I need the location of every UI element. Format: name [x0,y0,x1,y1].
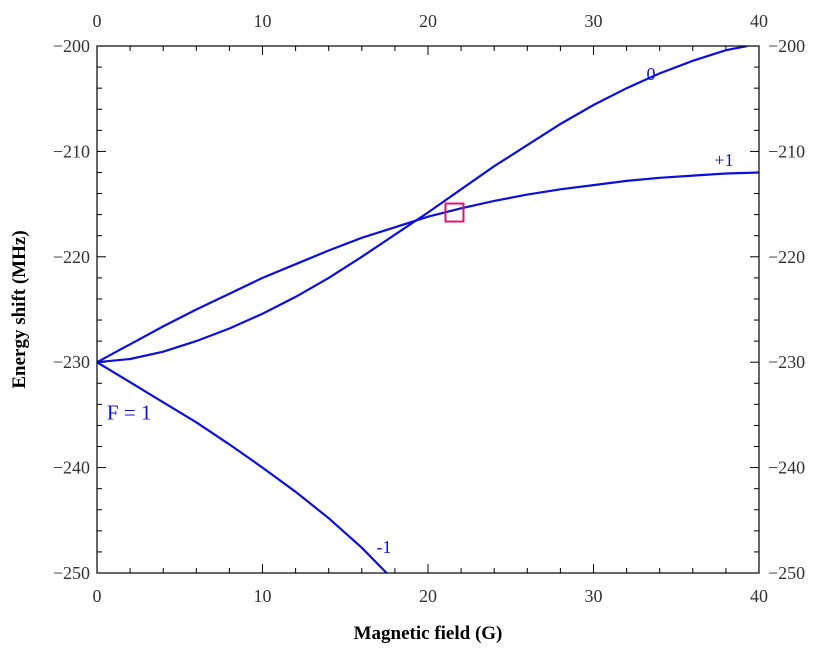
x-top-tick-label: 20 [419,11,437,31]
y-right-tick-label: −210 [768,141,805,161]
series-line-minus1 [97,361,388,573]
y-tick-label: −230 [53,352,90,372]
y-tick-label: −240 [53,458,90,478]
series-label: +1 [714,150,733,170]
y-tick-label: −200 [53,36,90,56]
y-right-tick-label: −240 [768,458,805,478]
plot-frame [96,45,760,574]
annotation-text: F = 1 [107,401,152,425]
y-right-tick-label: −250 [768,563,805,583]
x-top-tick-label: 10 [254,11,272,31]
x-axis-title: Magnetic field (G) [354,623,503,644]
series-line-0 [97,46,748,364]
y-right-tick-label: −230 [768,352,805,372]
ticks-layer [96,45,760,574]
crossing-highlight-box [444,202,465,223]
series-label: -1 [377,537,392,557]
y-tick-label: −210 [53,141,90,161]
series-line-plus1 [97,171,759,364]
x-tick-label: 20 [419,586,437,606]
x-top-tick-label: 40 [750,11,768,31]
series-label: 0 [647,64,656,84]
y-right-tick-label: −220 [768,247,805,267]
x-tick-label: 10 [254,586,272,606]
y-right-tick-label: −200 [768,36,805,56]
series-layer [97,46,759,573]
x-tick-label: 30 [585,586,603,606]
x-top-tick-label: 0 [93,11,102,31]
x-tick-label: 40 [750,586,768,606]
y-axis-title: Energy shift (MHz) [9,230,30,388]
y-tick-label: −220 [53,247,90,267]
y-tick-label: −250 [53,563,90,583]
x-top-tick-label: 30 [585,11,603,31]
x-tick-label: 0 [93,586,102,606]
